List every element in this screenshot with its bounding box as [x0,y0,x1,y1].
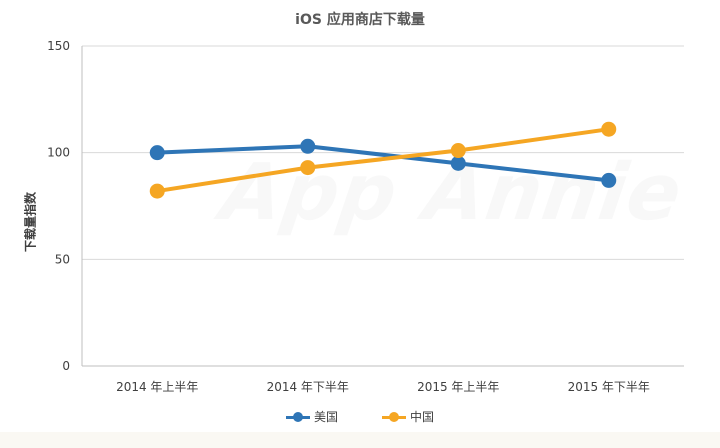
y-tick-label-0: 0 [62,359,70,373]
data-point-s0-0 [149,145,165,161]
x-tick-label-1: 2014 年下半年 [267,380,349,394]
x-tick-label-0: 2014 年上半年 [116,380,198,394]
legend-label-series-1: 中国 [410,410,435,424]
data-point-s1-2 [450,143,466,159]
y-tick-label-2: 100 [47,146,70,160]
legend-label-series-0: 美国 [313,410,338,424]
series-line-1 [155,127,611,194]
legend-item-series-1: 中国 [382,408,434,425]
data-point-s0-2 [450,155,466,171]
data-point-s1-0 [149,183,165,199]
data-point-s1-1 [300,160,316,176]
footer-band [0,432,720,448]
legend-swatch-series-0 [285,411,310,422]
y-tick-label-1: 50 [55,252,70,266]
legend-swatch-series-1 [382,411,406,422]
legend-item-series-0: 美国 [285,408,338,425]
x-tick-label-2: 2015 年上半年 [417,380,499,394]
x-tick-label-3: 2015 年下半年 [568,380,650,394]
chart-title: iOS 应用商店下载量 [295,12,425,28]
y-tick-label-3: 150 [47,39,70,53]
data-point-s0-3 [601,172,617,188]
legend: 美国 中国 [0,408,720,425]
data-point-s1-3 [601,121,617,137]
data-point-s0-1 [300,138,316,154]
series-line-0 [155,144,611,183]
